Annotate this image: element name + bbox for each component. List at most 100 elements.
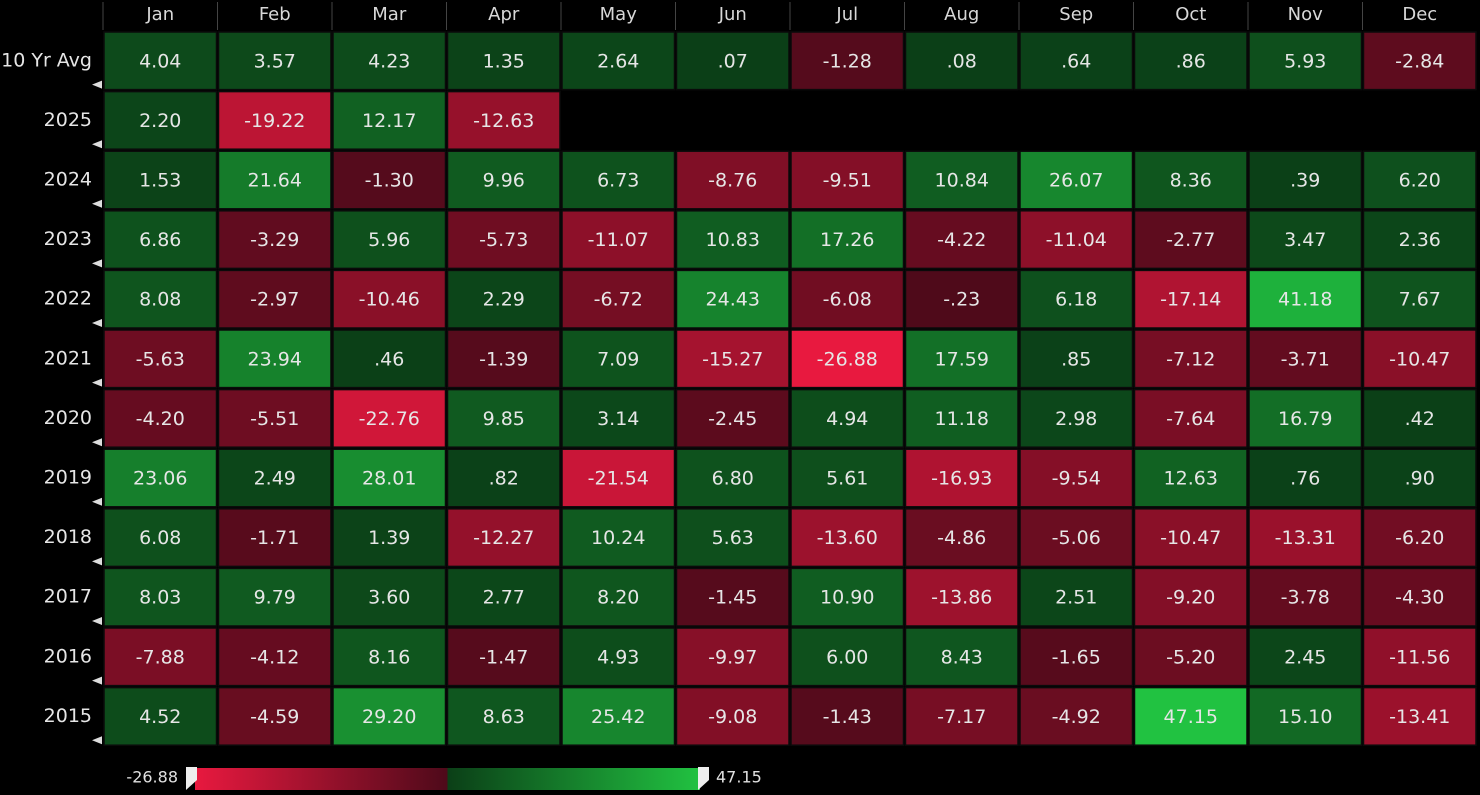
colorbar-min-label: -26.88: [126, 768, 178, 787]
heatmap-cell: [1019, 627, 1134, 687]
heatmap-cell: [790, 448, 905, 508]
heatmap-cell: [904, 150, 1019, 210]
heatmap-cell: [1019, 388, 1134, 448]
cell-label: 1.35: [483, 50, 525, 72]
heatmap-cell: [217, 329, 332, 389]
cell-label: 10.24: [591, 527, 645, 549]
heatmap-cell: [790, 150, 905, 210]
cell-label: 3.60: [368, 587, 410, 609]
heatmap-cell: [103, 31, 218, 91]
heatmap-cell: [675, 210, 790, 270]
cell-label: -11.04: [1046, 229, 1107, 251]
heatmap-cell: [561, 388, 676, 448]
heatmap-cell: [904, 567, 1019, 627]
heatmap-cell: [1019, 329, 1134, 389]
cell-label: 6.18: [1055, 289, 1097, 311]
heatmap-cell: [561, 210, 676, 270]
heatmap-cell: [217, 150, 332, 210]
row-marker: [92, 676, 102, 685]
heatmap-cell: [675, 150, 790, 210]
heatmap-cell: [332, 31, 447, 91]
cell-label: 23.94: [248, 348, 302, 370]
heatmap-cell: [561, 150, 676, 210]
cell-label: 6.20: [1399, 170, 1441, 192]
column-label: Nov: [1288, 4, 1323, 25]
heatmap-cell: [217, 31, 332, 91]
heatmap-cell: [1019, 210, 1134, 270]
heatmap-cell: [1133, 567, 1248, 627]
cell-label: -4.59: [250, 706, 299, 728]
cell-label: 2.49: [254, 468, 296, 490]
heatmap-cell: [675, 329, 790, 389]
heatmap-cell: [332, 150, 447, 210]
row-marker: [92, 259, 102, 268]
cell-label: 10.83: [706, 229, 760, 251]
cell-label: 8.63: [483, 706, 525, 728]
cell-label: 24.43: [706, 289, 760, 311]
heatmap-cell: [332, 686, 447, 746]
cell-label: -6.08: [823, 289, 872, 311]
column-label: Mar: [372, 4, 407, 25]
cell-label: -6.72: [594, 289, 643, 311]
cell-label: -19.22: [244, 110, 305, 132]
cell-label: -9.54: [1052, 468, 1101, 490]
heatmap-cell: [675, 269, 790, 329]
heatmap-cell: [1362, 31, 1477, 91]
row-marker: [92, 319, 102, 327]
cell-label: 3.47: [1284, 229, 1326, 251]
heatmap-cell: [790, 567, 905, 627]
heatmap-cell: [217, 90, 332, 150]
heatmap-cell: [446, 448, 561, 508]
heatmap-cell: [1133, 150, 1248, 210]
cell-label: -10.47: [1160, 527, 1221, 549]
heatmap-cell: [1019, 448, 1134, 508]
cell-label: -7.17: [937, 706, 986, 728]
heatmap-cell: [675, 388, 790, 448]
row-marker: [92, 736, 102, 745]
row-label: 2017: [44, 586, 92, 608]
heatmap-cell: [675, 686, 790, 746]
cell-label: 8.08: [139, 289, 181, 311]
cell-label: -1.43: [823, 706, 872, 728]
cell-label: -2.77: [1166, 229, 1215, 251]
cell-label: 47.15: [1164, 706, 1218, 728]
row-label: 2022: [44, 288, 92, 310]
row-label: 2021: [44, 347, 92, 369]
heatmap-cell: [217, 567, 332, 627]
column-label: Jul: [835, 4, 858, 25]
heatmap-cell: [1019, 269, 1134, 329]
cell-label: 2.64: [597, 50, 639, 72]
heatmap-cell: [332, 269, 447, 329]
row-marker: [92, 140, 102, 149]
colorbar: [195, 768, 700, 790]
heatmap-cell: [790, 329, 905, 389]
heatmap-cell: [217, 448, 332, 508]
cell-label: .07: [718, 50, 748, 72]
cell-label: -7.12: [1166, 348, 1215, 370]
cell-label: .86: [1176, 50, 1206, 72]
heatmap-cell: [332, 567, 447, 627]
heatmap-cell: [1362, 567, 1477, 627]
cell-label: -13.86: [931, 587, 992, 609]
heatmap-cell: [1248, 388, 1363, 448]
cell-label: -2.84: [1395, 50, 1444, 72]
heatmap-cell: [332, 388, 447, 448]
heatmap-cell: [103, 269, 218, 329]
heatmap-cell: [1133, 329, 1248, 389]
row-marker: [92, 378, 102, 387]
heatmap-cell: [1019, 150, 1134, 210]
cell-label: 2.51: [1055, 587, 1097, 609]
cell-label: 23.06: [133, 468, 187, 490]
row-label: 2015: [44, 705, 92, 727]
heatmap-cell: [1133, 31, 1248, 91]
cell-label: -13.60: [817, 527, 878, 549]
cell-label: 10.90: [820, 587, 874, 609]
cell-label: 6.00: [826, 646, 868, 668]
cell-label: -7.64: [1166, 408, 1215, 430]
cell-label: 10.84: [935, 170, 989, 192]
heatmap-cell: [561, 329, 676, 389]
heatmap-cell: [1362, 448, 1477, 508]
heatmap-cell: [1362, 269, 1477, 329]
cell-label: -10.46: [359, 289, 420, 311]
